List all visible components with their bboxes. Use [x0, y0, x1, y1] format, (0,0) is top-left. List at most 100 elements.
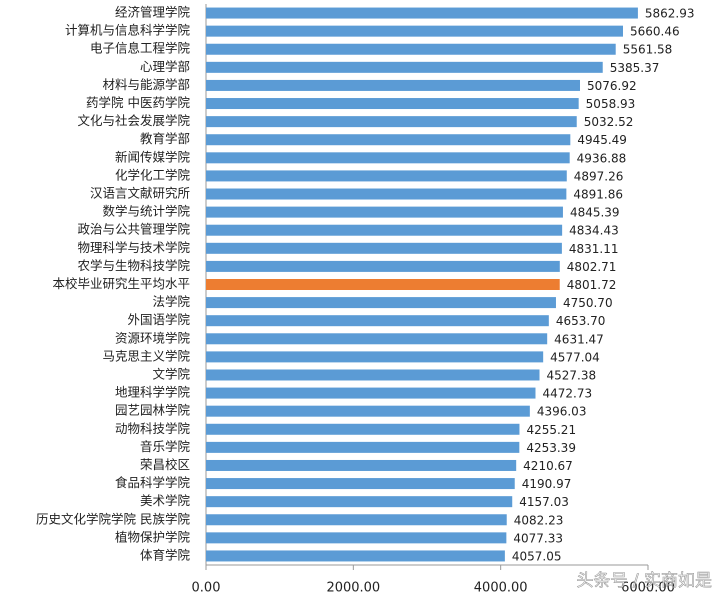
value-label: 4845.39 [570, 206, 620, 220]
category-label: 药学院 中医药学院 [86, 95, 190, 110]
category-label: 农学与生物科技学院 [77, 258, 190, 273]
value-label: 5660.46 [630, 25, 680, 39]
bar [206, 260, 560, 272]
category-label: 动物科技学院 [115, 421, 191, 436]
value-label: 4750.70 [563, 296, 613, 310]
bar [206, 43, 616, 55]
category-label: 心理学部 [140, 59, 190, 74]
category-label: 历史文化学院学院 民族学院 [36, 511, 190, 526]
bar [206, 441, 520, 453]
value-label: 4891.86 [573, 188, 623, 202]
value-label: 4577.04 [550, 350, 600, 364]
bar [206, 98, 579, 110]
bar [206, 134, 571, 146]
category-label: 马克思主义学院 [102, 348, 190, 363]
value-label: 4190.97 [522, 477, 572, 491]
value-label: 4897.26 [574, 169, 624, 183]
bar [206, 351, 544, 363]
category-label: 经济管理学院 [115, 5, 191, 20]
category-label: 汉语言文献研究所 [90, 186, 190, 201]
value-label: 4210.67 [523, 459, 573, 473]
bar [206, 405, 530, 417]
category-label: 外国语学院 [127, 312, 190, 327]
category-label: 计算机与信息科学学院 [65, 23, 191, 38]
bar [206, 152, 570, 164]
bar [206, 242, 562, 254]
category-label: 文化与社会发展学院 [77, 113, 190, 128]
category-label: 教育学部 [140, 131, 190, 146]
x-tick-label: 6000.00 [621, 581, 675, 596]
category-label: 音乐学院 [140, 439, 191, 454]
bar [206, 423, 520, 435]
bar [206, 188, 567, 200]
category-label: 体育学院 [140, 547, 191, 562]
value-label: 4831.11 [569, 242, 619, 256]
value-label: 4527.38 [547, 368, 597, 382]
value-label: 5385.37 [610, 61, 660, 75]
bar [206, 61, 603, 73]
bar [206, 478, 515, 490]
value-label: 4802.71 [567, 260, 617, 274]
bar [206, 514, 507, 526]
x-tick-label: 0.00 [192, 581, 221, 596]
category-label: 园艺园林学院 [115, 403, 191, 418]
category-label: 化学化工学院 [115, 167, 191, 182]
value-label: 4945.49 [577, 133, 627, 147]
value-label: 4834.43 [569, 224, 619, 238]
bar [206, 7, 638, 19]
bar [206, 387, 536, 399]
bar [206, 25, 623, 37]
category-label: 本校毕业研究生平均水平 [52, 276, 190, 291]
bar [206, 79, 580, 91]
value-label: 4253.39 [526, 441, 576, 455]
x-tick-label: 4000.00 [474, 581, 528, 596]
bar [206, 369, 540, 381]
value-label: 4653.70 [556, 314, 606, 328]
bar [206, 315, 549, 327]
bar [206, 333, 548, 345]
value-label: 4936.88 [577, 151, 627, 165]
value-label: 4255.21 [526, 423, 576, 437]
x-tick-label: 2000.00 [326, 581, 380, 596]
bar [206, 206, 563, 218]
category-label: 资源环境学院 [115, 330, 191, 345]
category-label: 文学院 [152, 366, 190, 381]
category-label: 新闻传媒学院 [115, 149, 191, 164]
value-label: 4631.47 [554, 332, 604, 346]
value-label: 4472.73 [542, 387, 592, 401]
category-label: 法学院 [152, 294, 190, 309]
value-label: 4077.33 [513, 531, 563, 545]
bar [206, 550, 505, 562]
bar [206, 532, 507, 544]
value-label: 4396.03 [537, 405, 587, 419]
bar [206, 297, 556, 309]
value-label: 5032.52 [584, 115, 634, 129]
value-label: 4801.72 [567, 278, 617, 292]
category-label: 材料与能源学部 [102, 77, 190, 92]
value-label: 5058.93 [586, 97, 636, 111]
bar [206, 170, 567, 182]
value-label: 5076.92 [587, 79, 637, 93]
category-label: 地理科学学院 [115, 385, 191, 400]
category-label: 食品科学学院 [115, 475, 191, 490]
category-label: 政治与公共管理学院 [77, 222, 190, 237]
bar [206, 459, 517, 471]
category-label: 数学与统计学院 [102, 204, 190, 219]
category-label: 植物保护学院 [115, 529, 191, 544]
bar [206, 224, 563, 236]
category-label: 荣昌校区 [140, 457, 190, 472]
bar [206, 279, 560, 290]
value-label: 5561.58 [623, 43, 673, 57]
category-label: 电子信息工程学院 [90, 41, 191, 56]
value-label: 4157.03 [519, 495, 569, 509]
value-label: 4082.23 [514, 513, 564, 527]
value-label: 5862.93 [645, 7, 695, 21]
value-label: 4057.05 [512, 549, 562, 563]
category-label: 美术学院 [140, 493, 191, 508]
watermark: 头条号 / 实商如是 [576, 571, 712, 591]
category-label: 物理科学与技术学院 [77, 240, 190, 255]
bar [206, 496, 513, 508]
bar [206, 116, 577, 128]
